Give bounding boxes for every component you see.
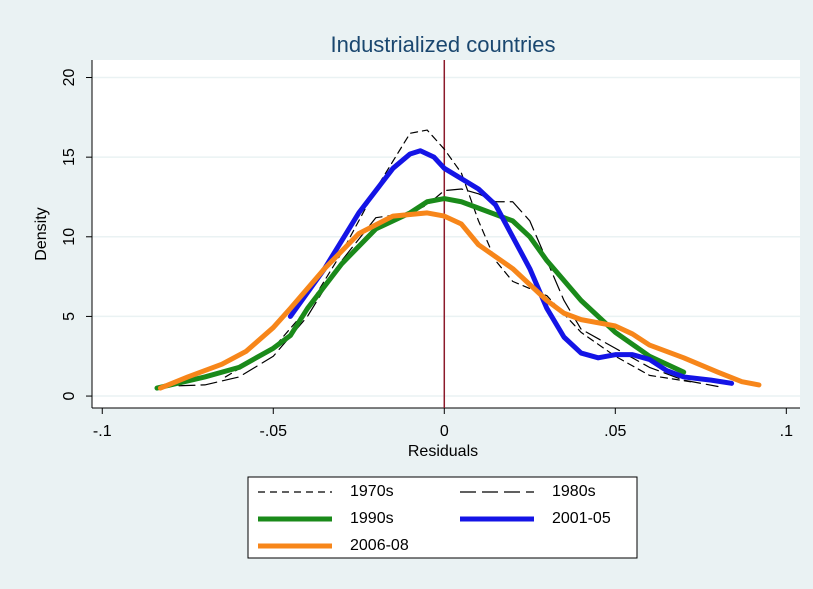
y-tick-label: 5 [61,312,78,321]
y-tick-label: 0 [61,392,78,401]
legend-label: 2001-05 [552,510,611,527]
x-tick-label: -.1 [93,423,112,440]
plot-area [92,60,800,408]
density-line [154,196,687,391]
y-axis-label: Density [33,207,50,260]
density-line [157,210,762,391]
legend-label: 1970s [350,483,394,500]
x-tick-label: -.05 [259,423,287,440]
y-tick-label: 20 [61,69,78,87]
legend-label: 2006-08 [350,537,409,554]
x-tick-label: .05 [604,423,626,440]
density-line [156,188,719,388]
x-tick-label: 0 [440,423,449,440]
y-tick-label: 15 [61,148,78,166]
y-tick-label: 10 [61,228,78,246]
legend-label: 1990s [350,510,394,527]
x-axis-label: Residuals [408,443,478,460]
legend-label: 1980s [552,483,596,500]
chart-title: Industrialized countries [330,32,555,57]
density-line [287,148,735,386]
x-tick-label: .1 [780,423,793,440]
density-line [224,129,692,383]
